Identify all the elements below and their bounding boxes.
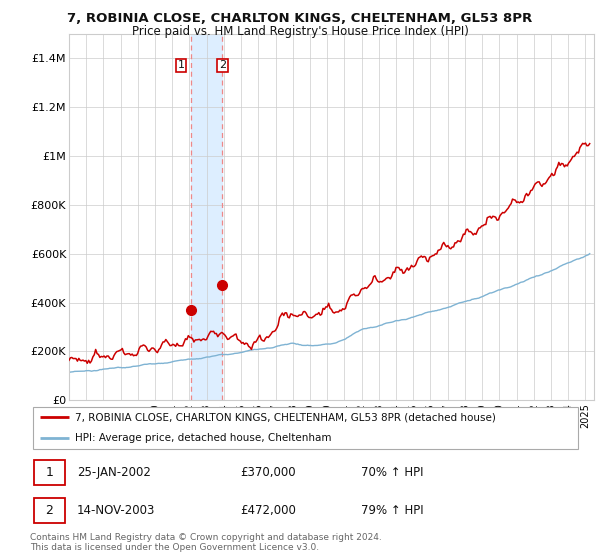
Text: Contains HM Land Registry data © Crown copyright and database right 2024.: Contains HM Land Registry data © Crown c…: [30, 533, 382, 542]
Text: 1: 1: [46, 466, 53, 479]
Text: 1: 1: [178, 60, 185, 71]
FancyBboxPatch shape: [34, 498, 65, 523]
Text: This data is licensed under the Open Government Licence v3.0.: This data is licensed under the Open Gov…: [30, 543, 319, 552]
Text: 14-NOV-2003: 14-NOV-2003: [77, 504, 155, 517]
Text: £472,000: £472,000: [240, 504, 296, 517]
Text: 2: 2: [46, 504, 53, 517]
Text: 70% ↑ HPI: 70% ↑ HPI: [361, 466, 424, 479]
Text: £370,000: £370,000: [240, 466, 295, 479]
Text: 2: 2: [219, 60, 226, 71]
Text: 25-JAN-2002: 25-JAN-2002: [77, 466, 151, 479]
Text: Price paid vs. HM Land Registry's House Price Index (HPI): Price paid vs. HM Land Registry's House …: [131, 25, 469, 38]
Bar: [191, 34, 222, 400]
Text: HPI: Average price, detached house, Cheltenham: HPI: Average price, detached house, Chel…: [75, 433, 332, 444]
Text: 79% ↑ HPI: 79% ↑ HPI: [361, 504, 424, 517]
FancyBboxPatch shape: [34, 460, 65, 485]
FancyBboxPatch shape: [33, 407, 578, 449]
Text: 7, ROBINIA CLOSE, CHARLTON KINGS, CHELTENHAM, GL53 8PR: 7, ROBINIA CLOSE, CHARLTON KINGS, CHELTE…: [67, 12, 533, 25]
Text: 7, ROBINIA CLOSE, CHARLTON KINGS, CHELTENHAM, GL53 8PR (detached house): 7, ROBINIA CLOSE, CHARLTON KINGS, CHELTE…: [75, 412, 496, 422]
